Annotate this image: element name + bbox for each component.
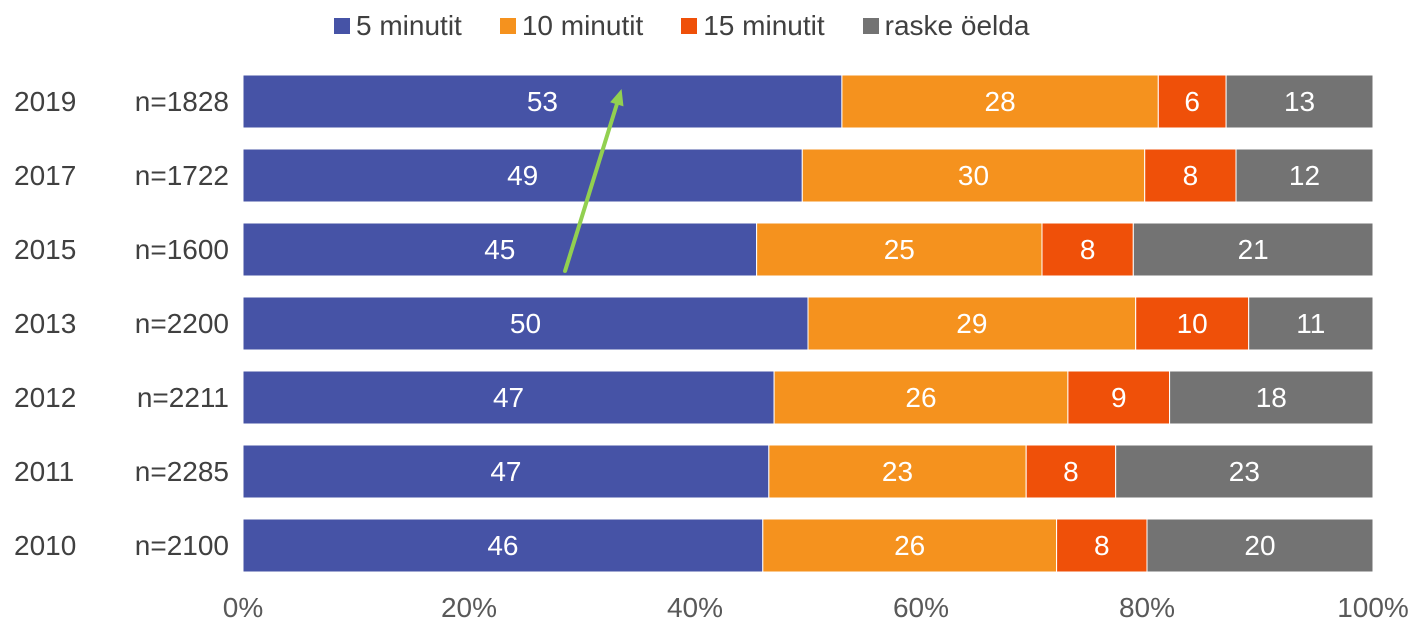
data-label-5-minutit: 46 xyxy=(487,530,518,561)
category-year-label: 2015 xyxy=(14,234,76,265)
data-label-raske-oelda: 21 xyxy=(1238,234,1269,265)
data-label-5-minutit: 53 xyxy=(527,86,558,117)
data-label-10-minutit: 23 xyxy=(882,456,913,487)
data-label-5-minutit: 49 xyxy=(507,160,538,191)
category-year-label: 2011 xyxy=(14,456,74,487)
x-tick-label: 100% xyxy=(1337,592,1409,623)
category-year-label: 2013 xyxy=(14,308,76,339)
x-tick-label: 40% xyxy=(667,592,723,623)
data-label-15-minutit: 10 xyxy=(1177,308,1208,339)
x-tick-label: 0% xyxy=(223,592,263,623)
data-label-10-minutit: 25 xyxy=(884,234,915,265)
data-label-10-minutit: 26 xyxy=(905,382,936,413)
category-n-label: n=2100 xyxy=(135,530,229,561)
category-n-label: n=2200 xyxy=(135,308,229,339)
data-label-15-minutit: 8 xyxy=(1080,234,1096,265)
data-label-10-minutit: 28 xyxy=(985,86,1016,117)
data-label-raske-oelda: 12 xyxy=(1289,160,1320,191)
data-label-15-minutit: 9 xyxy=(1111,382,1127,413)
category-n-label: n=2211 xyxy=(137,382,229,413)
data-label-15-minutit: 6 xyxy=(1184,86,1200,117)
category-n-label: n=2285 xyxy=(135,456,229,487)
category-n-label: n=1722 xyxy=(135,160,229,191)
data-label-raske-oelda: 18 xyxy=(1256,382,1287,413)
category-year-label: 2010 xyxy=(14,530,76,561)
data-label-10-minutit: 30 xyxy=(958,160,989,191)
data-label-5-minutit: 45 xyxy=(484,234,515,265)
data-label-5-minutit: 47 xyxy=(493,382,524,413)
data-label-5-minutit: 50 xyxy=(510,308,541,339)
category-year-label: 2017 xyxy=(14,160,76,191)
data-label-15-minutit: 8 xyxy=(1063,456,1079,487)
data-label-15-minutit: 8 xyxy=(1183,160,1199,191)
category-year-label: 2019 xyxy=(14,86,76,117)
data-label-10-minutit: 26 xyxy=(894,530,925,561)
x-tick-label: 60% xyxy=(893,592,949,623)
data-label-10-minutit: 29 xyxy=(956,308,987,339)
category-n-label: n=1600 xyxy=(135,234,229,265)
data-label-raske-oelda: 13 xyxy=(1284,86,1315,117)
data-label-raske-oelda: 11 xyxy=(1296,308,1325,339)
data-label-raske-oelda: 23 xyxy=(1229,456,1260,487)
x-tick-label: 80% xyxy=(1119,592,1175,623)
x-tick-label: 20% xyxy=(441,592,497,623)
data-label-5-minutit: 47 xyxy=(490,456,521,487)
category-n-label: n=1828 xyxy=(135,86,229,117)
data-label-raske-oelda: 20 xyxy=(1244,530,1275,561)
category-year-label: 2012 xyxy=(14,382,76,413)
data-label-15-minutit: 8 xyxy=(1094,530,1110,561)
